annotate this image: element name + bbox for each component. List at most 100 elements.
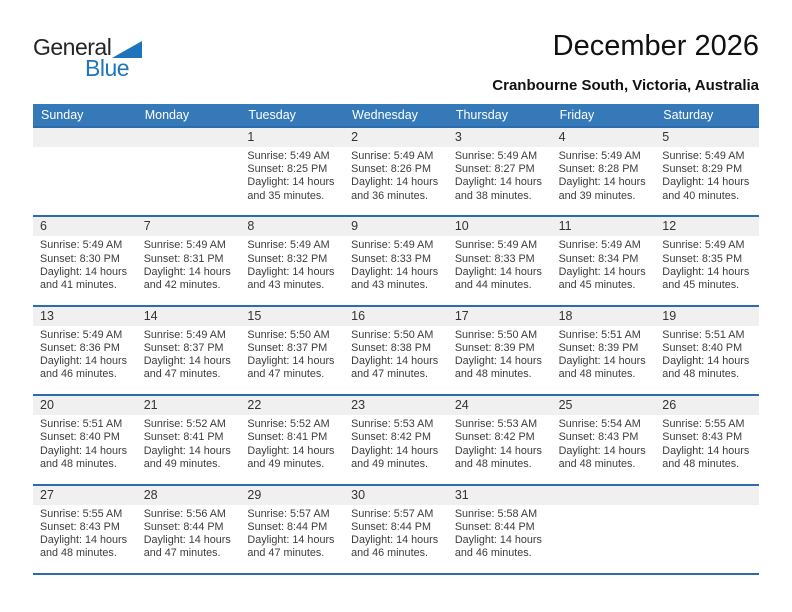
- daylight-line: Daylight: 14 hours: [351, 533, 439, 546]
- daylight-line: Daylight: 14 hours: [143, 355, 231, 368]
- calendar-weeks: 1 Sunrise: 5:49 AM Sunset: 8:25 PM Daylight…: [33, 126, 759, 575]
- week-row: 27 Sunrise: 5:55 AM Sunset: 8:43 PM Dayligh…: [33, 483, 759, 573]
- day-cell-5: 5 Sunrise: 5:49 AM Sunset: 8:29 PM Daylight…: [655, 128, 759, 215]
- day-number: 18: [558, 308, 573, 323]
- sun-times: Sunrise: 5:49 AM Sunset: 8:32 PM Daylight:…: [247, 236, 340, 292]
- sun-times: Sunrise: 5:57 AM Sunset: 8:44 PM Daylight:…: [247, 505, 340, 561]
- month-title: December 2026: [552, 30, 759, 62]
- day-number: 16: [351, 308, 366, 323]
- daylight-line-cont: and 43 minutes.: [351, 279, 428, 291]
- week-row: 1 Sunrise: 5:49 AM Sunset: 8:25 PM Daylight…: [33, 126, 759, 215]
- day-cell-12: 12 Sunrise: 5:49 AM Sunset: 8:35 PM Dayligh…: [655, 217, 759, 304]
- week-cells: 13 Sunrise: 5:49 AM Sunset: 8:36 PM Dayligh…: [33, 307, 759, 394]
- sunset-line: Sunset: 8:42 PM: [454, 431, 535, 444]
- daylight-line-cont: and 48 minutes.: [40, 457, 117, 470]
- day-number: 9: [351, 219, 359, 234]
- sunset-line: Sunset: 8:30 PM: [40, 252, 120, 265]
- daylight-line: Daylight: 14 hours: [247, 533, 335, 546]
- sun-times: Sunrise: 5:51 AM Sunset: 8:39 PM Daylight:…: [559, 326, 652, 382]
- sun-times: Sunrise: 5:56 AM Sunset: 8:44 PM Daylight:…: [144, 505, 237, 561]
- day-number: 5: [662, 130, 670, 144]
- day-cell-19: 19 Sunrise: 5:51 AM Sunset: 8:40 PM Dayligh…: [655, 307, 759, 394]
- daylight-line-cont: and 48 minutes.: [454, 368, 532, 381]
- day-number: 28: [143, 487, 158, 502]
- daylight-line: Daylight: 14 hours: [351, 265, 439, 278]
- sun-times: Sunrise: 5:53 AM Sunset: 8:42 PM Daylight:…: [351, 415, 444, 471]
- sunset-line: Sunset: 8:40 PM: [662, 341, 743, 354]
- daylight-line-cont: and 41 minutes.: [40, 279, 117, 291]
- location-subtitle: Cranbourne South, Victoria, Australia: [492, 77, 759, 94]
- day-cell-3: 3 Sunrise: 5:49 AM Sunset: 8:27 PM Daylight…: [448, 128, 552, 215]
- daylight-line-cont: and 47 minutes.: [351, 368, 428, 381]
- sunset-line: Sunset: 8:35 PM: [662, 252, 743, 265]
- sun-times: Sunrise: 5:50 AM Sunset: 8:37 PM Daylight:…: [247, 326, 340, 382]
- logo-text-general: General: [33, 34, 112, 60]
- sunset-line: Sunset: 8:39 PM: [454, 341, 535, 354]
- day-number: 6: [40, 219, 47, 234]
- day-number: 3: [454, 130, 462, 144]
- week-row: 13 Sunrise: 5:49 AM Sunset: 8:36 PM Dayligh…: [33, 304, 759, 394]
- sunrise-line: Sunrise: 5:49 AM: [351, 150, 434, 162]
- daylight-line-cont: and 49 minutes.: [351, 457, 428, 470]
- daylight-line: Daylight: 14 hours: [351, 176, 439, 189]
- calendar-grid: Sunday Monday Tuesday Wednesday Thursday Frid…: [33, 104, 759, 575]
- sun-times: Sunrise: 5:49 AM Sunset: 8:35 PM Daylight:…: [662, 236, 755, 292]
- daylight-line: Daylight: 14 hours: [454, 355, 542, 368]
- daylight-line: Daylight: 14 hours: [454, 533, 542, 546]
- sun-times: Sunrise: 5:49 AM Sunset: 8:25 PM Daylight:…: [247, 147, 340, 203]
- sunset-line: Sunset: 8:44 PM: [247, 520, 328, 533]
- sunset-line: Sunset: 8:38 PM: [351, 341, 431, 354]
- day-number: 26: [662, 398, 677, 413]
- sunrise-line: Sunrise: 5:54 AM: [558, 418, 641, 431]
- sunrise-line: Sunrise: 5:49 AM: [247, 239, 330, 252]
- sunset-line: Sunset: 8:37 PM: [247, 341, 328, 354]
- day-cell-9: 9 Sunrise: 5:49 AM Sunset: 8:33 PM Daylight…: [344, 217, 448, 304]
- weekday-header-sunday: Sunday: [41, 108, 84, 122]
- sunrise-line: Sunrise: 5:49 AM: [247, 150, 330, 162]
- sun-times: Sunrise: 5:49 AM Sunset: 8:30 PM Daylight:…: [40, 236, 133, 292]
- daylight-line: Daylight: 14 hours: [662, 265, 750, 278]
- day-number: 2: [351, 130, 359, 144]
- day-number: 8: [247, 219, 255, 234]
- daylight-line: Daylight: 14 hours: [247, 444, 335, 457]
- day-cell-29: 29 Sunrise: 5:57 AM Sunset: 8:44 PM Dayligh…: [240, 486, 344, 573]
- day-number: 23: [351, 398, 366, 413]
- daylight-line: Daylight: 14 hours: [662, 176, 750, 189]
- daylight-line: Daylight: 14 hours: [143, 265, 231, 278]
- sunrise-line: Sunrise: 5:49 AM: [40, 239, 123, 252]
- sun-times: Sunrise: 5:49 AM Sunset: 8:34 PM Daylight:…: [559, 236, 652, 292]
- daylight-line-cont: and 46 minutes.: [351, 547, 428, 560]
- daylight-line: Daylight: 14 hours: [40, 444, 128, 457]
- day-number: 30: [351, 487, 366, 502]
- sunset-line: Sunset: 8:29 PM: [662, 163, 743, 176]
- sunset-line: Sunset: 8:43 PM: [40, 520, 120, 533]
- sun-times: Sunrise: 5:49 AM Sunset: 8:37 PM Daylight:…: [144, 326, 237, 382]
- daylight-line-cont: and 46 minutes.: [40, 368, 117, 381]
- daylight-line: Daylight: 14 hours: [247, 355, 335, 368]
- daylight-line-cont: and 49 minutes.: [143, 457, 221, 470]
- daylight-line-cont: and 48 minutes.: [558, 368, 636, 381]
- sunrise-line: Sunrise: 5:49 AM: [558, 239, 641, 252]
- daylight-line: Daylight: 14 hours: [454, 265, 542, 278]
- day-cell-31: 31 Sunrise: 5:58 AM Sunset: 8:44 PM Dayligh…: [448, 486, 552, 573]
- day-cell-6: 6 Sunrise: 5:49 AM Sunset: 8:30 PM Daylight…: [33, 217, 137, 304]
- day-cell-24: 24 Sunrise: 5:53 AM Sunset: 8:42 PM Dayligh…: [448, 396, 552, 483]
- sun-times: Sunrise: 5:57 AM Sunset: 8:44 PM Daylight:…: [351, 505, 444, 561]
- general-blue-logo: General Blue: [33, 34, 143, 80]
- day-cell-8: 8 Sunrise: 5:49 AM Sunset: 8:32 PM Daylight…: [240, 217, 344, 304]
- day-cell-22: 22 Sunrise: 5:52 AM Sunset: 8:41 PM Dayligh…: [240, 396, 344, 483]
- sun-times: Sunrise: 5:49 AM Sunset: 8:29 PM Daylight:…: [662, 147, 755, 203]
- daylight-line-cont: and 43 minutes.: [247, 279, 325, 291]
- day-number: 27: [40, 487, 54, 502]
- sunset-line: Sunset: 8:31 PM: [143, 252, 224, 265]
- day-number: 25: [558, 398, 573, 413]
- day-cell-empty: [655, 486, 759, 573]
- sunrise-line: Sunrise: 5:50 AM: [454, 328, 538, 341]
- sunrise-line: Sunrise: 5:49 AM: [143, 328, 226, 341]
- sunrise-line: Sunrise: 5:53 AM: [351, 418, 434, 431]
- daylight-line: Daylight: 14 hours: [662, 444, 750, 457]
- day-cell-21: 21 Sunrise: 5:52 AM Sunset: 8:41 PM Dayligh…: [137, 396, 241, 483]
- week-cells: 27 Sunrise: 5:55 AM Sunset: 8:43 PM Dayligh…: [33, 486, 759, 573]
- sunset-line: Sunset: 8:25 PM: [247, 163, 328, 176]
- sun-times: Sunrise: 5:50 AM Sunset: 8:39 PM Daylight:…: [455, 326, 548, 382]
